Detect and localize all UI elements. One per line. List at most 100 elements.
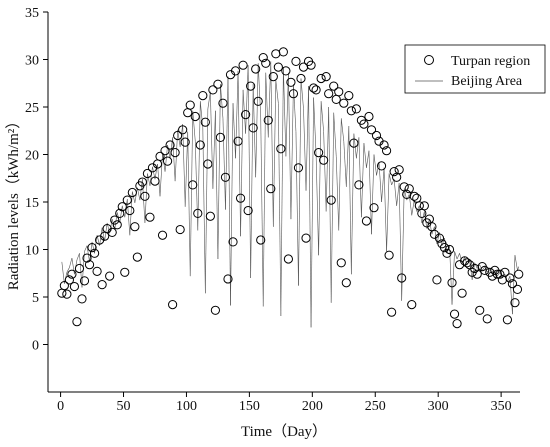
turpan-point (495, 269, 505, 279)
turpan-point (251, 64, 261, 74)
beijing-line-segment (280, 67, 284, 317)
turpan-point (366, 125, 377, 135)
turpan-point (215, 132, 226, 142)
turpan-point (283, 254, 294, 264)
beijing-line-segment (197, 101, 201, 231)
turpan-point (286, 77, 296, 87)
y-tick-label: 25 (25, 101, 39, 116)
turpan-point (79, 276, 90, 286)
turpan-point (218, 98, 228, 108)
beijing-line-segment (192, 110, 196, 142)
beijing-line-segment (169, 137, 173, 159)
turpan-point (339, 98, 349, 108)
turpan-point (502, 315, 513, 325)
turpan-point (512, 284, 523, 294)
beijing-line-segment (456, 253, 460, 260)
beijing-line-segment (320, 101, 324, 132)
turpan-point (349, 138, 359, 148)
beijing-line-segment (298, 78, 302, 286)
turpan-point (381, 146, 392, 156)
y-tick-label: 20 (25, 149, 39, 164)
turpan-point (326, 195, 336, 205)
turpan-point (319, 155, 329, 165)
beijing-line-segment (295, 131, 299, 286)
x-tick-label: 150 (239, 399, 260, 414)
beijing-line-segment (84, 245, 88, 252)
turpan-point (193, 208, 203, 218)
beijing-line-segment (275, 80, 279, 104)
beijing-line-segment (267, 61, 272, 138)
turpan-point (384, 250, 394, 260)
turpan-point (273, 62, 283, 72)
beijing-line-segment (406, 194, 410, 201)
turpan-point (336, 258, 346, 268)
beijing-line-segment (376, 162, 380, 176)
turpan-point (198, 91, 208, 101)
turpan-point (173, 130, 183, 141)
beijing-line-segment (283, 67, 287, 157)
turpan-point (276, 144, 286, 154)
beijing-line-segment (381, 167, 385, 203)
beijing-line-segment (205, 108, 209, 294)
turpan-point (263, 115, 273, 125)
beijing-line-segment (514, 255, 518, 271)
turpan-point (298, 62, 309, 72)
turpan-point (246, 81, 256, 91)
turpan-point (505, 273, 515, 283)
beijing-line-segment (273, 80, 277, 227)
beijing-line-segment (270, 61, 274, 227)
beijing-line-segment (300, 78, 304, 109)
turpan-point (432, 275, 442, 285)
turpan-point (150, 176, 160, 186)
turpan-point (183, 108, 193, 118)
y-tick-label: 35 (25, 6, 39, 21)
turpan-point (203, 159, 213, 169)
turpan-point (389, 167, 399, 177)
turpan-point (59, 281, 69, 291)
beijing-line-segment (363, 143, 367, 168)
beijing-line-segment (184, 131, 189, 207)
beijing-line-segment (149, 166, 153, 186)
turpan-point (74, 263, 85, 274)
beijing-line-segment (252, 84, 256, 178)
beijing-line-segment (182, 124, 186, 207)
turpan-point (92, 266, 102, 276)
turpan-point (241, 110, 251, 120)
beijing-line-segment (225, 76, 229, 210)
beijing-line-segment (396, 182, 400, 206)
beijing-line-segment (147, 173, 151, 186)
turpan-point (130, 222, 140, 232)
beijing-line-segment (471, 262, 475, 280)
beijing-line-segment (220, 84, 224, 119)
beijing-line-segment (358, 137, 362, 218)
turpan-point (84, 260, 95, 270)
turpan-point (475, 305, 485, 315)
beijing-line-segment (134, 187, 138, 203)
turpan-point (434, 233, 445, 243)
beijing-line-segment (262, 72, 267, 307)
turpan-point (369, 203, 379, 213)
turpan-point (306, 60, 316, 70)
x-tick-label: 200 (302, 399, 323, 414)
turpan-point (107, 227, 117, 237)
beijing-line-segment (308, 86, 312, 328)
turpan-point (359, 119, 369, 129)
turpan-point (178, 125, 188, 135)
turpan-point (117, 202, 127, 212)
turpan-point (235, 193, 246, 203)
turpan-point (115, 208, 125, 218)
turpan-point (140, 191, 150, 201)
turpan-point (175, 224, 185, 235)
beijing-line-segment (129, 191, 133, 236)
turpan-point (120, 267, 130, 277)
beijing-line-segment (371, 154, 375, 235)
beijing-line-segment (305, 86, 309, 191)
y-tick-label: 10 (25, 244, 39, 259)
beijing-line-segment (454, 251, 458, 260)
turpan-point (205, 211, 215, 221)
turpan-point (291, 56, 301, 67)
beijing-line-segment (235, 70, 239, 159)
beijing-line-segment (245, 65, 249, 134)
